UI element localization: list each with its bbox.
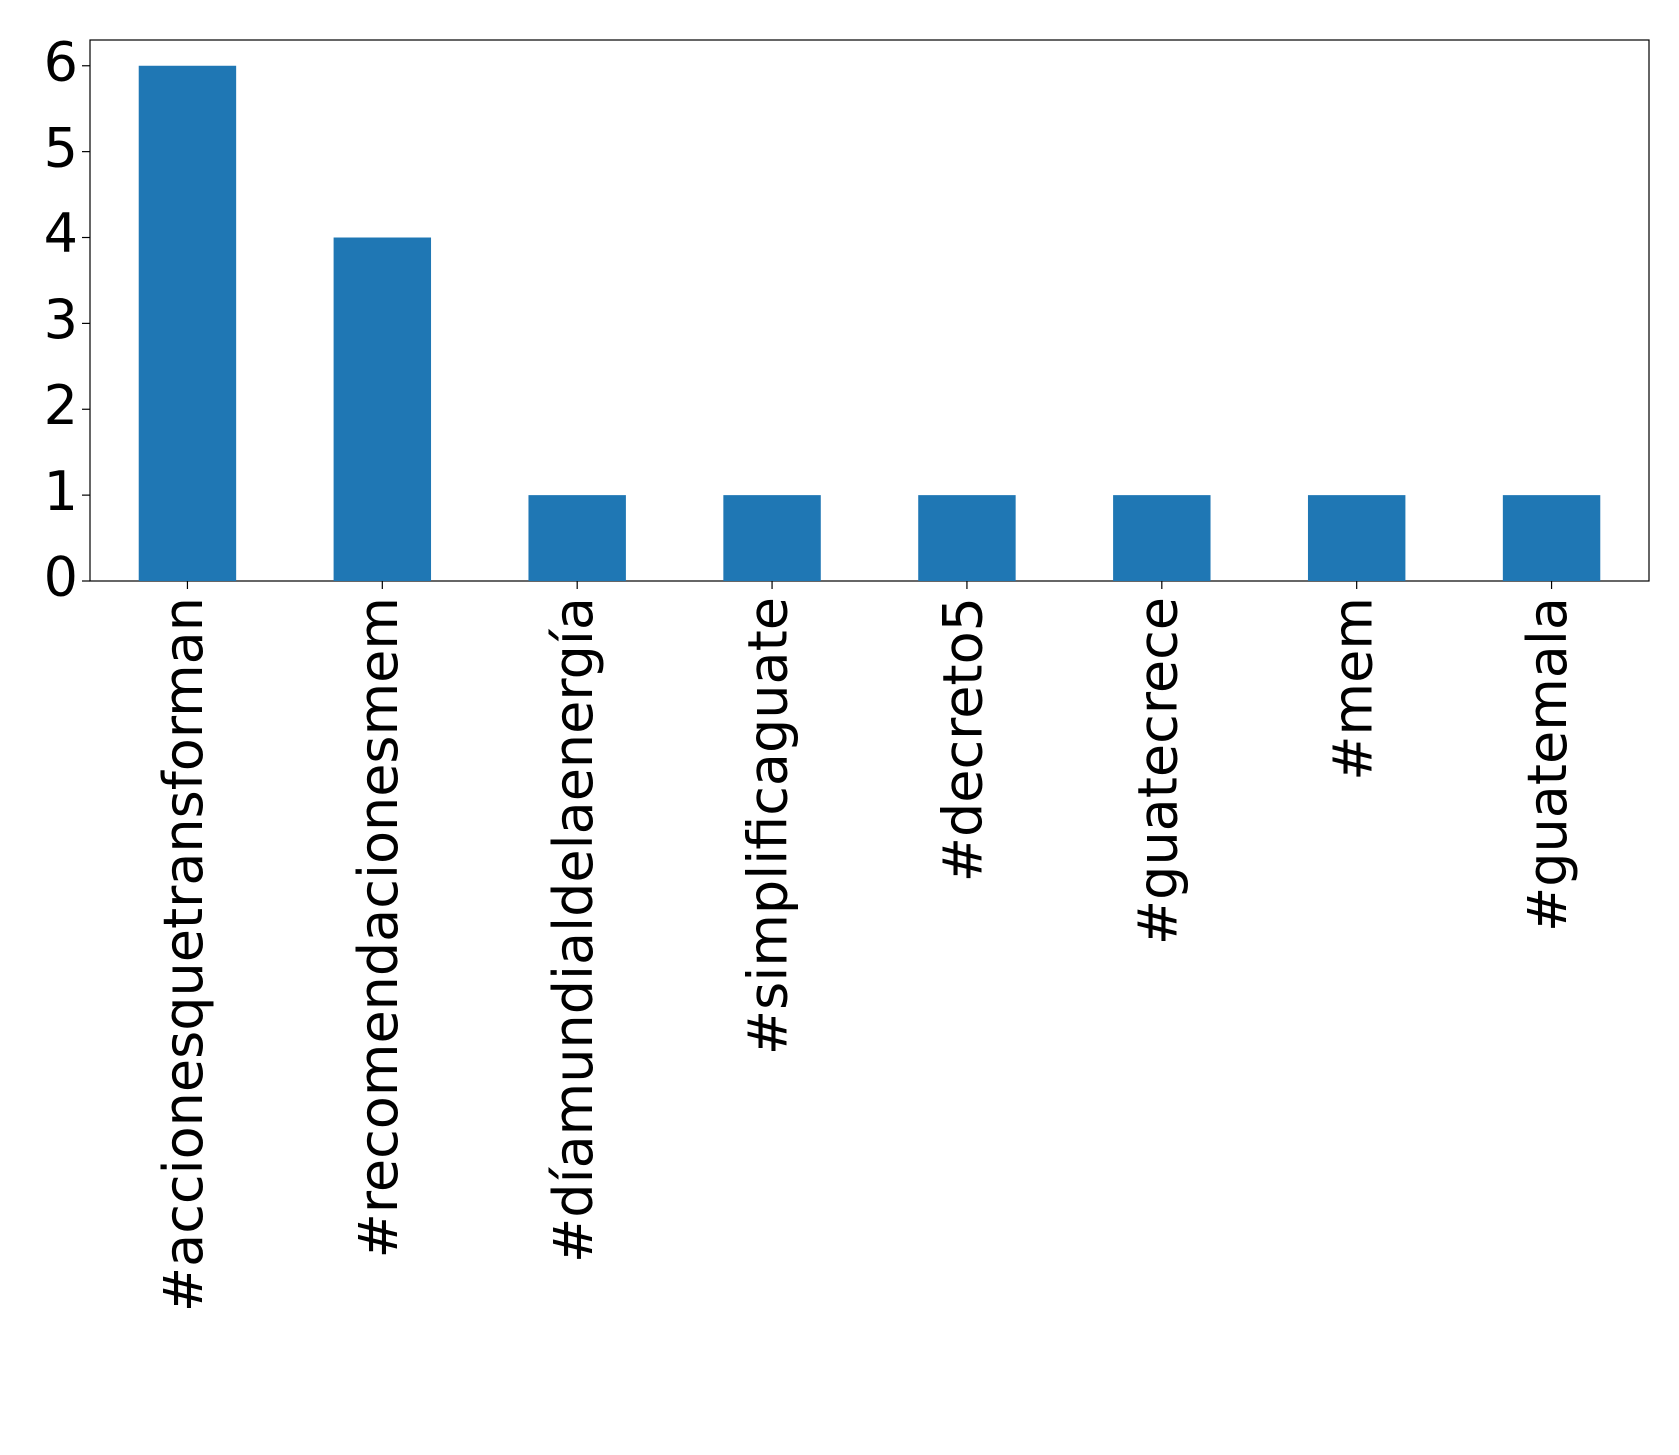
x-tick-label: #decreto5 <box>932 597 995 882</box>
x-tick-label: #recomendacionesmem <box>347 597 410 1258</box>
bar <box>528 495 626 581</box>
y-tick-label: 6 <box>44 30 78 93</box>
y-tick-label: 3 <box>44 288 78 351</box>
y-tick-label: 5 <box>44 116 78 179</box>
x-tick-label: #díamundialdelaenergía <box>542 597 605 1263</box>
bar <box>138 65 237 581</box>
x-tick-label: #simplificaguate <box>737 597 800 1055</box>
x-tick-label: #guatecrece <box>1126 597 1189 945</box>
bar <box>918 495 1016 581</box>
x-tick-label: #accionesquetransforman <box>152 597 215 1312</box>
bar <box>1113 495 1211 581</box>
y-tick-label: 0 <box>44 546 78 609</box>
x-tick-label: #mem <box>1321 597 1384 781</box>
bar <box>1502 495 1601 581</box>
bar <box>723 495 821 581</box>
y-tick-label: 4 <box>44 202 78 265</box>
plot-frame <box>89 39 1650 582</box>
x-tick-label: #guatemala <box>1516 597 1579 932</box>
bar <box>333 237 432 581</box>
y-tick-label: 2 <box>44 374 78 437</box>
bar <box>1307 495 1406 581</box>
y-tick-label: 1 <box>44 460 78 523</box>
